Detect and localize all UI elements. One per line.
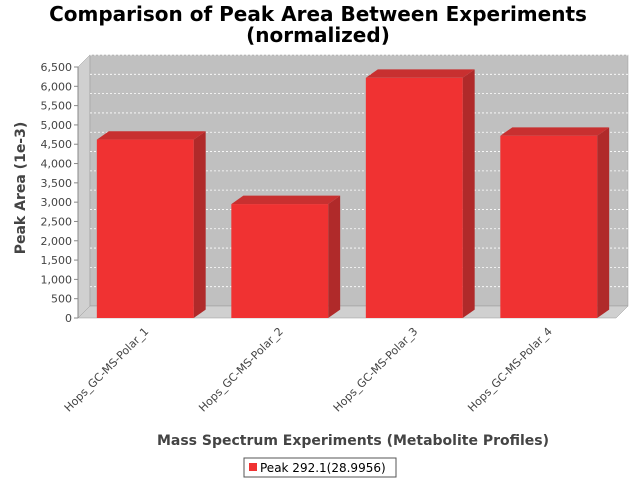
chart-title-line1: Comparison of Peak Area Between Experime… bbox=[49, 2, 587, 26]
bar-top bbox=[96, 131, 206, 140]
y-tick-label: 1,500 bbox=[41, 254, 73, 267]
x-tick-label: Hops_GC-MS-Polar_2 bbox=[196, 325, 286, 415]
bar-top bbox=[365, 69, 475, 78]
y-tick-label: 6,500 bbox=[41, 61, 73, 74]
bar-front bbox=[365, 77, 463, 318]
y-tick-label: 1,000 bbox=[41, 273, 73, 286]
bar-front bbox=[500, 135, 598, 318]
bar-side bbox=[193, 131, 206, 318]
y-tick-label: 0 bbox=[65, 312, 72, 325]
y-tick-label: 2,000 bbox=[41, 235, 73, 248]
left-wall bbox=[77, 54, 91, 319]
x-tick-label: Hops_GC-MS-Polar_4 bbox=[465, 325, 555, 415]
x-axis-label: Mass Spectrum Experiments (Metabolite Pr… bbox=[157, 433, 549, 449]
bar bbox=[96, 131, 206, 318]
bar bbox=[365, 69, 475, 318]
bar-top bbox=[231, 195, 341, 205]
y-tick-label: 2,500 bbox=[41, 215, 73, 228]
y-tick-label: 4,000 bbox=[41, 158, 73, 171]
bar bbox=[231, 195, 341, 318]
y-tick-label: 6,000 bbox=[41, 80, 73, 93]
bar-top bbox=[500, 127, 610, 136]
y-axis-label: Peak Area (1e-3) bbox=[13, 122, 29, 255]
bars bbox=[96, 69, 610, 318]
y-tick-label: 3,500 bbox=[41, 177, 73, 190]
y-tick-label: 5,500 bbox=[41, 100, 73, 113]
legend-box bbox=[243, 457, 397, 478]
legend-swatch bbox=[249, 463, 257, 471]
y-axis-ticks: 0 500 1,000 1,500 2,000 2,500 3,000 3,500 4,000 4… bbox=[41, 61, 79, 325]
y-tick-label: 500 bbox=[51, 293, 72, 306]
x-tick-label: Hops_GC-MS-Polar_1 bbox=[62, 325, 152, 415]
chart-title-line2: (normalized) bbox=[246, 23, 390, 47]
bar-front bbox=[231, 204, 329, 318]
x-tick-label: Hops_GC-MS-Polar_3 bbox=[331, 325, 421, 415]
y-tick-label: 4,500 bbox=[41, 138, 73, 151]
x-axis-ticks: Hops_GC-MS-Polar_1 Hops_GC-MS-Polar_2 Hops… bbox=[62, 325, 555, 415]
bar-front bbox=[96, 139, 194, 318]
y-tick-label: 5,000 bbox=[41, 119, 73, 132]
bar bbox=[500, 127, 610, 318]
bar-side bbox=[462, 69, 475, 318]
legend-label: Peak 292.1(28.9956) bbox=[260, 461, 386, 475]
bar-side bbox=[328, 195, 341, 318]
bar-side bbox=[597, 127, 610, 318]
legend: Peak 292.1(28.9956) bbox=[243, 457, 397, 478]
y-tick-label: 3,000 bbox=[41, 196, 73, 209]
